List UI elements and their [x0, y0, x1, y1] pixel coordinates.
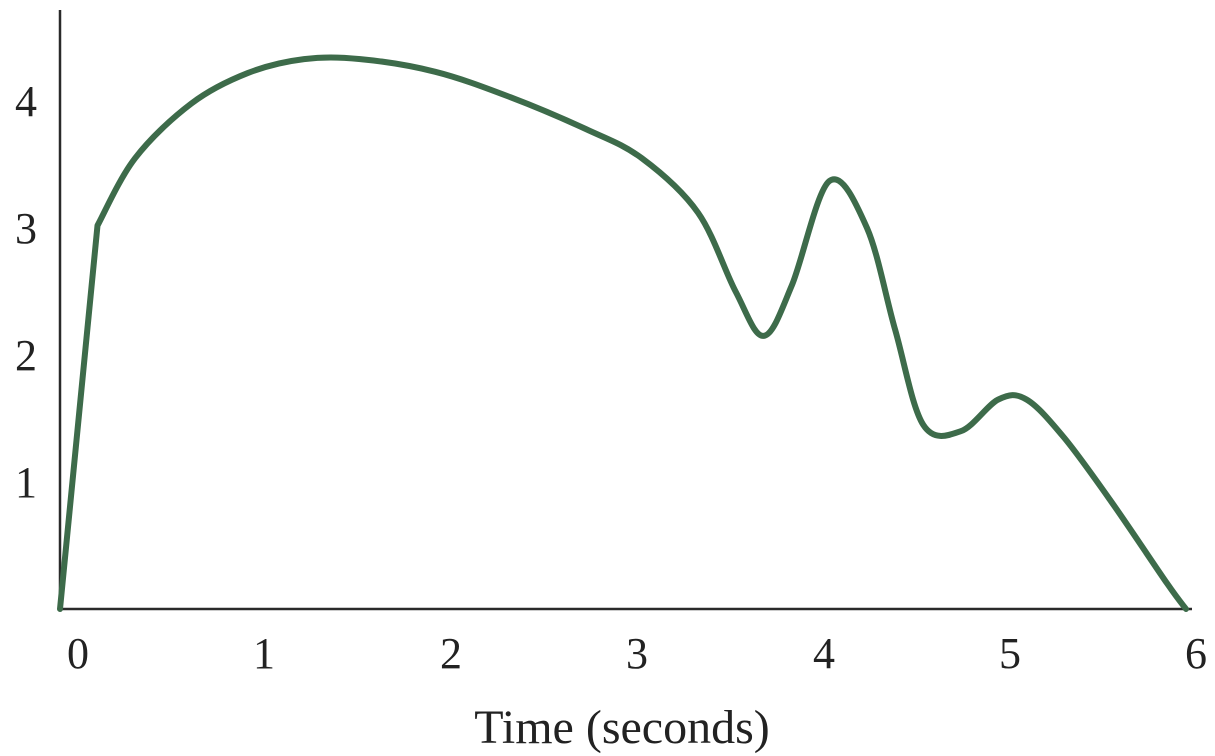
x-tick-label-1: 1: [253, 629, 275, 678]
x-tick-label-0: 0: [67, 629, 89, 678]
y-tick-label-2: 2: [15, 331, 37, 380]
x-tick-labels: 0 1 2 3 4 5 6: [67, 629, 1207, 678]
series-line-0: [57, 54, 1189, 612]
y-tick-labels: 1 2 3 4: [15, 77, 37, 507]
y-tick-label-1: 1: [15, 458, 37, 507]
y-tick-label-3: 3: [15, 204, 37, 253]
x-tick-label-2: 2: [440, 629, 462, 678]
series-group: [57, 54, 1189, 612]
x-tick-label-4: 4: [813, 629, 835, 678]
y-tick-label-4: 4: [15, 77, 37, 126]
x-axis-title: Time (seconds): [474, 701, 770, 754]
x-tick-label-6: 6: [1185, 629, 1207, 678]
x-tick-label-5: 5: [999, 629, 1021, 678]
x-tick-label-3: 3: [626, 629, 648, 678]
axes: [58, 10, 1192, 611]
